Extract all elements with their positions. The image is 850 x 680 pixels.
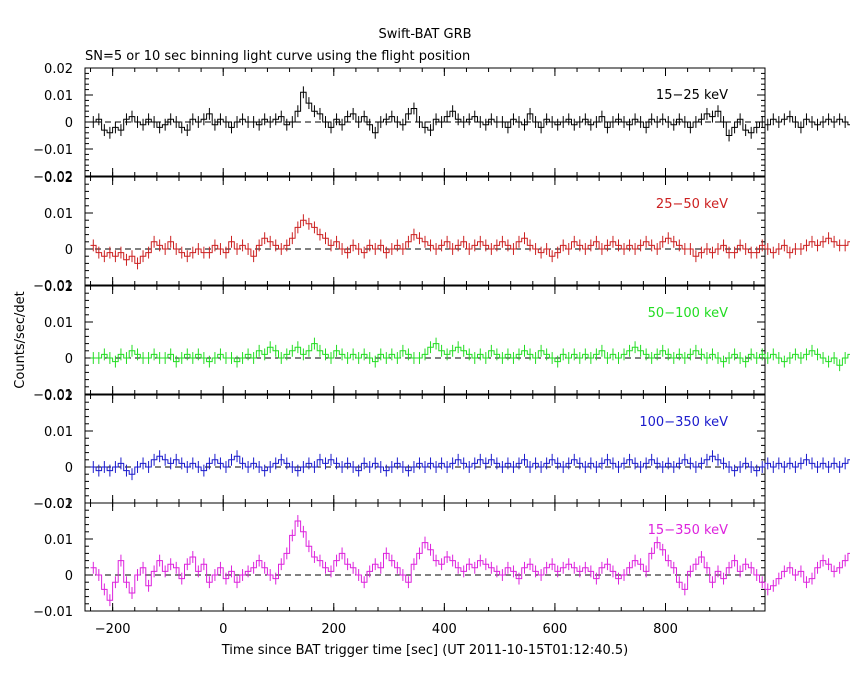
- y-tick-label: 0.01: [44, 533, 73, 548]
- panel-1: −0.02 −0.01 0 0.01 0.02 15−25 keV: [33, 62, 850, 185]
- y-tick-label: 0.01: [44, 425, 73, 440]
- panel-frame: [84, 502, 766, 612]
- y-tick-label: 0: [65, 461, 73, 476]
- y-tick-label: 0.02: [44, 62, 73, 77]
- light-curve-1: [90, 91, 850, 136]
- y-axis-label: Counts/sec/det: [13, 291, 28, 388]
- band-label: 15−25 keV: [656, 88, 728, 103]
- band-label: 50−100 keV: [648, 306, 728, 321]
- y-tick-label: 0: [65, 116, 73, 131]
- y-tick-label: 0.02: [44, 171, 73, 186]
- y-tick-label: −0.01: [33, 279, 73, 294]
- light-curve-5: [90, 520, 850, 601]
- light-curve-2: [90, 219, 850, 264]
- panel-frame: [84, 285, 766, 395]
- x-axis-label: Time since BAT trigger time [sec] (UT 20…: [221, 643, 628, 658]
- y-tick-label: 0: [65, 352, 73, 367]
- y-tick-label: 0.01: [44, 89, 73, 104]
- y-tick-label: −0.01: [33, 143, 73, 158]
- panel-3: −0.01 0 0.01 0.02 50−100 keV: [33, 280, 850, 403]
- x-tick-label: 0: [219, 622, 227, 637]
- panel-5: −0.01 0 0.01 0.02 15−350 keV: [33, 497, 850, 620]
- band-label: 15−350 keV: [648, 523, 728, 538]
- chart-subtitle: SN=5 or 10 sec binning light curve using…: [85, 49, 470, 64]
- light-curve-4: [90, 455, 850, 475]
- x-tick-label: 800: [653, 622, 678, 637]
- y-tick-label: 0: [65, 569, 73, 584]
- x-tick-label: 600: [543, 622, 568, 637]
- x-tick-label: −200: [95, 622, 131, 637]
- y-tick-label: 0.01: [44, 207, 73, 222]
- y-tick-label: 0.02: [44, 280, 73, 295]
- panel-2: −0.01 0 0.01 0.02 25−50 keV: [33, 171, 850, 294]
- panel-frame: [84, 176, 766, 286]
- y-tick-label: −0.02: [33, 170, 73, 185]
- y-tick-label: −0.01: [33, 388, 73, 403]
- y-tick-label: 0.01: [44, 316, 73, 331]
- panel-frame: [84, 394, 766, 504]
- y-tick-label: −0.01: [33, 497, 73, 512]
- band-label: 25−50 keV: [656, 197, 728, 212]
- x-tick-label: 200: [321, 622, 346, 637]
- band-label: 100−350 keV: [639, 415, 728, 430]
- y-tick-label: −0.01: [33, 605, 73, 620]
- x-tick-label: 400: [432, 622, 457, 637]
- y-tick-label: 0.02: [44, 497, 73, 512]
- chart-title: Swift-BAT GRB: [378, 27, 471, 42]
- y-tick-label: 0: [65, 243, 73, 258]
- y-tick-label: 0.02: [44, 389, 73, 404]
- panel-4: −0.01 0 0.01 0.02 100−350 keV: [33, 389, 850, 512]
- light-curve-3: [90, 343, 850, 366]
